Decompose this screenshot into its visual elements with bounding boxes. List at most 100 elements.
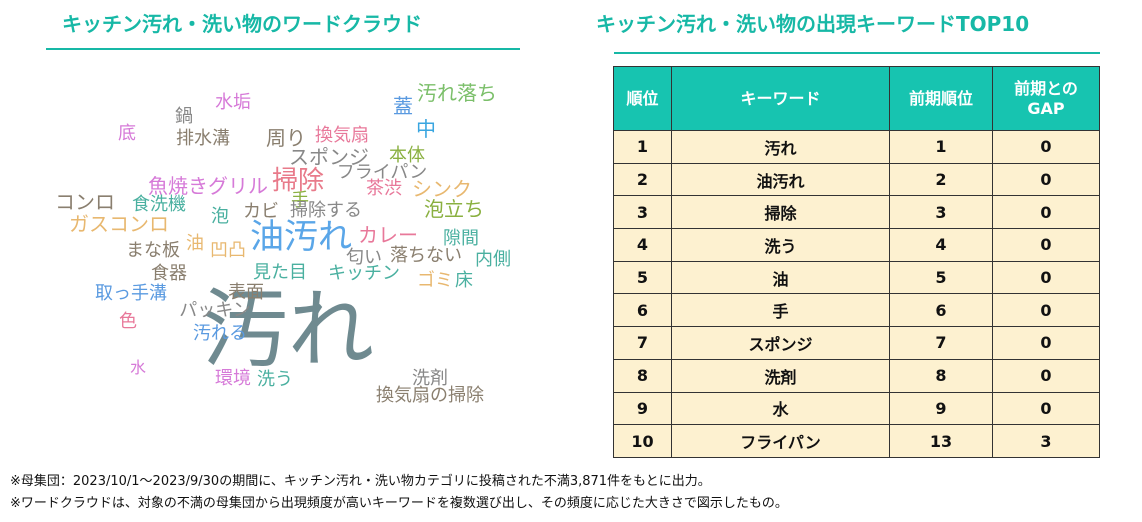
word-cloud: 汚れ 油汚れ 掃除 汚れ落ち 水垢 蓋鍋中 底 排水溝 周り 換気扇 スポンジ 本体 フライパン 魚焼きグ…	[40, 60, 540, 440]
gap-cell: 0	[992, 228, 1100, 262]
previous-rank-cell: 13	[889, 424, 993, 458]
footnote-population: ※母集団：2023/10/1～2023/9/30の期間に、キッチン汚れ・洗い物カ…	[10, 474, 711, 489]
header-previous-rank: 前期順位	[889, 66, 993, 131]
ranking-title: キッチン汚れ・洗い物の出現キーワードTOP10	[596, 12, 1030, 36]
rank-cell: 10	[613, 424, 672, 458]
cloud-word: 蓋	[393, 94, 413, 118]
gap-cell: 0	[992, 358, 1100, 393]
cloud-word: 掃除	[271, 166, 325, 196]
cloud-word: 本体	[389, 145, 425, 166]
gap-cell: 3	[992, 424, 1100, 458]
table-header-row: 順位 キーワード 前期順位 前期との GAP	[613, 66, 1100, 131]
cloud-word: 汚れ	[202, 280, 374, 380]
cloud-word: 掃除する	[290, 200, 362, 221]
cloud-word: 食器	[151, 263, 187, 284]
cloud-word: 表面	[228, 282, 264, 303]
cloud-word: 換気扇の掃除	[376, 385, 484, 406]
cloud-word: 洗剤	[412, 368, 448, 389]
header-keyword: キーワード	[671, 66, 890, 131]
cloud-word: 見た目	[253, 262, 307, 283]
table-row: 3 掃除 3 0	[613, 195, 1100, 230]
cloud-word: 洗う	[257, 369, 293, 390]
previous-rank-cell: 7	[889, 326, 993, 360]
cloud-word: 取っ手溝	[95, 283, 167, 304]
cloud-word: 汚れ落ち	[417, 81, 497, 105]
rank-cell: 5	[613, 260, 672, 295]
cloud-word: コンロ	[55, 190, 115, 214]
cloud-word: 中	[416, 117, 436, 141]
cloud-word: 内側	[475, 249, 511, 270]
cloud-word: カビ	[243, 201, 279, 222]
cloud-word: 換気扇	[315, 125, 369, 146]
previous-rank-cell: 4	[889, 228, 993, 262]
keyword-cell: 手	[671, 293, 890, 328]
rank-cell: 2	[613, 162, 672, 197]
gap-cell: 0	[992, 130, 1100, 164]
keyword-ranking-table: 順位 キーワード 前期順位 前期との GAP 1 汚れ 1 0 2 油汚れ 2 0 3 掃除 3 0 4…	[613, 66, 1100, 458]
cloud-word: 食洗機	[132, 194, 186, 215]
table-row: 10 フライパン 13 3	[613, 424, 1100, 458]
cloud-word: 油	[186, 233, 204, 254]
cloud-word: 魚焼きグリル	[148, 174, 268, 198]
cloud-word: 鍋	[175, 106, 193, 127]
rank-cell: 1	[613, 130, 672, 164]
cloud-word: キッチン	[328, 263, 400, 284]
rank-cell: 4	[613, 228, 672, 262]
cloud-word: 隙間	[443, 228, 479, 249]
wordcloud-title-rule	[46, 48, 520, 50]
rank-cell: 8	[613, 358, 672, 393]
header-gap: 前期との GAP	[992, 66, 1100, 131]
cloud-word: 床	[455, 270, 473, 291]
table-row: 8 洗剤 8 0	[613, 358, 1100, 393]
footnote-wordcloud: ※ワードクラウドは、対象の不満の母集団から出現頻度が高いキーワードを複数選び出し…	[10, 496, 788, 511]
cloud-word: 周り	[266, 126, 306, 150]
previous-rank-cell: 3	[889, 195, 993, 230]
cloud-word: 泡	[211, 206, 229, 227]
gap-cell: 0	[992, 293, 1100, 328]
cloud-word: 落ちない	[390, 245, 462, 266]
gap-cell: 0	[992, 162, 1100, 197]
gap-cell: 0	[992, 326, 1100, 360]
table-row: 4 洗う 4 0	[613, 228, 1100, 262]
rank-cell: 9	[613, 391, 672, 426]
previous-rank-cell: 8	[889, 358, 993, 393]
ranking-title-rule	[614, 52, 1100, 54]
cloud-word: 油汚れ	[250, 217, 352, 257]
table-row: 1 汚れ 1 0	[613, 130, 1100, 164]
cloud-word: シンク	[412, 177, 472, 201]
previous-rank-cell: 1	[889, 130, 993, 164]
table-row: 7 スポンジ 7 0	[613, 326, 1100, 360]
rank-cell: 3	[613, 195, 672, 230]
header-rank: 順位	[613, 66, 672, 131]
previous-rank-cell: 6	[889, 293, 993, 328]
cloud-word: 汚れる	[193, 323, 247, 344]
keyword-cell: スポンジ	[671, 326, 890, 360]
cloud-word: 手	[291, 190, 309, 211]
keyword-cell: 汚れ	[671, 130, 890, 164]
cloud-word: ゴミ	[417, 270, 453, 291]
cloud-word: カレー	[358, 223, 418, 247]
previous-rank-cell: 5	[889, 260, 993, 295]
gap-cell: 0	[992, 391, 1100, 426]
cloud-word: 茶渋	[366, 178, 402, 199]
cloud-word: 環境	[215, 368, 251, 389]
cloud-word: 泡立ち	[424, 197, 484, 221]
table-row: 2 油汚れ 2 0	[613, 162, 1100, 197]
keyword-cell: 水	[671, 391, 890, 426]
cloud-word: フライパン	[336, 162, 428, 183]
gap-cell: 0	[992, 195, 1100, 230]
rank-cell: 7	[613, 326, 672, 360]
cloud-word: 匂い	[346, 247, 382, 268]
cloud-word: まな板	[126, 240, 180, 261]
keyword-cell: 掃除	[671, 195, 890, 230]
wordcloud-title: キッチン汚れ・洗い物のワードクラウド	[62, 12, 422, 36]
cloud-word: ガスコンロ	[69, 212, 169, 236]
cloud-word: 底	[118, 123, 136, 144]
cloud-word: 水	[129, 358, 147, 377]
keyword-cell: 洗剤	[671, 358, 890, 393]
previous-rank-cell: 9	[889, 391, 993, 426]
cloud-word: 水垢	[215, 92, 251, 113]
